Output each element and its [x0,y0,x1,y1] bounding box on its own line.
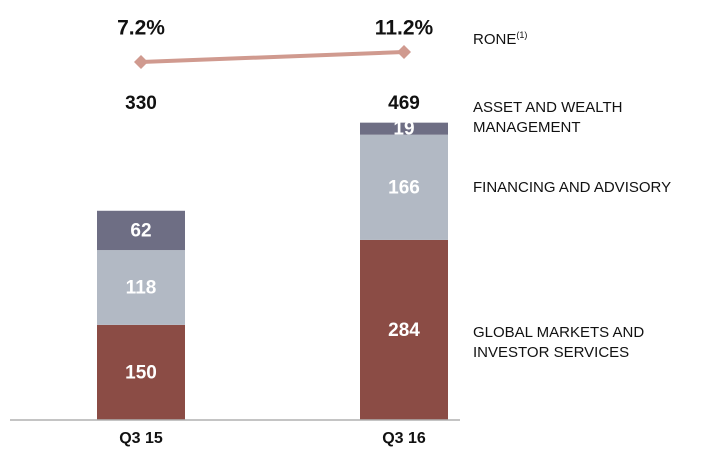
bar-segment [360,122,448,135]
legend-entry-text: ASSET AND WEALTH MANAGEMENT [473,99,623,136]
segment-label: 62 [130,220,151,241]
bar-segment [360,134,448,240]
bar-segment [97,210,185,251]
bar-segment [97,324,185,420]
total-label: 469 [388,93,420,114]
rone-line [140,50,405,64]
legend-rone: RONE(1) [473,25,698,50]
legend-entry: FINANCING AND ADVISORY [473,178,698,198]
rone-value-label: 7.2% [117,17,165,40]
segment-label: 118 [126,278,157,299]
bar-segment [97,250,185,325]
segment-label: 150 [125,362,157,383]
footnote-marker: (1) [516,30,528,40]
segment-label: 19 [393,119,414,140]
rone-marker [397,45,411,59]
segment-label: 284 [388,320,420,341]
rone-value-label: 11.2% [375,17,434,40]
total-label: 330 [125,93,157,114]
x-tick-label: Q3 15 [119,430,163,447]
legend-rone-text: RONE [473,31,517,48]
rone-marker [134,55,148,69]
legend-entry-text: FINANCING AND ADVISORY [473,179,672,196]
legend-entry-text: GLOBAL MARKETS AND INVESTOR SERVICES [473,324,645,361]
legend-entry: ASSET AND WEALTH MANAGEMENT [473,98,698,138]
legend-entry: GLOBAL MARKETS AND INVESTOR SERVICES [473,323,698,363]
bar-segment [360,239,448,420]
segment-label: 166 [388,177,420,198]
x-tick-label: Q3 16 [382,430,426,447]
